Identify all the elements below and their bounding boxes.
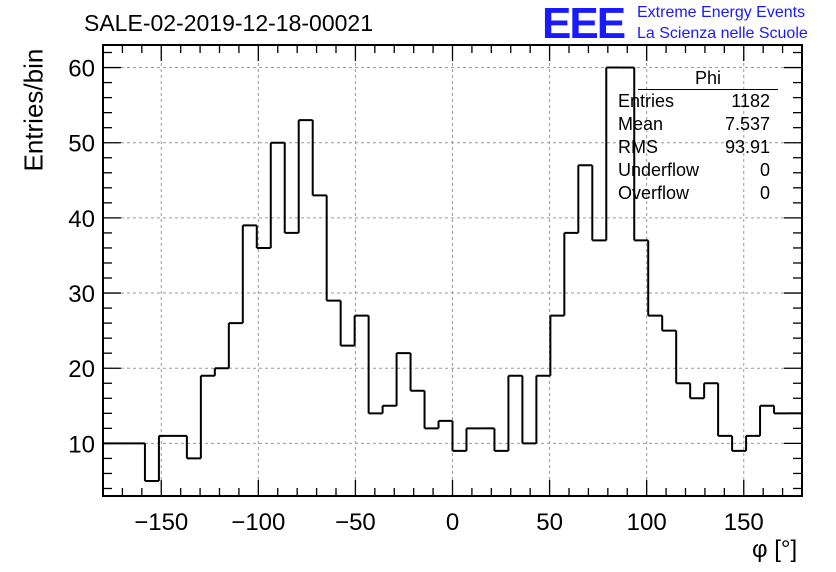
stats-label: Entries	[618, 91, 675, 111]
eee-logo: EEE	[542, 0, 626, 48]
stats-value: 0	[759, 160, 770, 180]
histogram-bin	[465, 427, 481, 451]
stats-title: Phi	[638, 68, 778, 90]
histogram-bin	[717, 383, 733, 437]
chart-title: SALE-02-2019-12-18-00021	[84, 10, 373, 36]
x-axis-label: φ [°]	[752, 536, 798, 563]
histogram-bin	[689, 383, 705, 400]
y-tick-label: 10	[68, 431, 95, 458]
histogram-bin	[633, 67, 649, 242]
histogram-bin	[591, 165, 607, 242]
histogram-bin	[437, 419, 453, 429]
tick-labels: −150 −100 −50 0 50 100 150 10 20 30 40 50 60	[68, 56, 763, 536]
histogram-bin	[773, 405, 789, 415]
histogram-bin	[675, 330, 691, 385]
histogram-bin	[423, 390, 439, 430]
histogram-bin	[227, 322, 243, 369]
stats-label: Underflow	[618, 160, 700, 180]
histogram-bin	[661, 315, 677, 332]
histogram-bin	[535, 374, 551, 444]
y-tick-label: 30	[68, 281, 95, 308]
histogram-bin	[143, 443, 159, 482]
stats-value: 7.537	[724, 114, 770, 134]
logo-line-2: La Scienza nelle Scuole	[637, 25, 808, 42]
y-tick-label: 60	[68, 56, 95, 83]
stats-row-entries: Entries 1182	[610, 90, 778, 113]
histogram-bin	[269, 141, 285, 248]
histogram-bin	[605, 66, 621, 241]
histogram-bin	[311, 120, 327, 197]
histogram-bin	[521, 375, 537, 445]
stats-row-overflow: Overflow 0	[610, 182, 778, 205]
histogram-bin	[213, 367, 229, 376]
histogram-bin	[367, 315, 383, 415]
histogram-bin	[577, 164, 593, 233]
histogram-bin	[549, 314, 565, 376]
stats-value: 0	[759, 183, 770, 203]
y-tick-label: 20	[68, 356, 95, 383]
histogram-bin	[325, 195, 341, 302]
histogram-bin	[563, 231, 579, 316]
histogram-bin	[353, 314, 369, 346]
x-tick-label: 0	[446, 509, 459, 536]
histogram-bars	[103, 66, 802, 482]
histogram-bin	[395, 352, 411, 406]
axis-ticks	[102, 45, 803, 496]
histogram-bin	[493, 428, 509, 452]
x-tick-label: 50	[536, 509, 563, 536]
histogram-bin	[199, 374, 215, 459]
x-tick-label: −50	[335, 509, 376, 536]
stats-row-underflow: Underflow 0	[610, 159, 778, 182]
histogram-bin	[731, 435, 747, 452]
histogram-bin	[297, 119, 313, 233]
x-tick-label: −150	[134, 509, 188, 536]
stats-row-mean: Mean 7.537	[610, 113, 778, 136]
histogram-bin	[507, 374, 523, 451]
histogram-bin	[381, 404, 397, 414]
logo-line-1: Extreme Energy Events	[637, 4, 806, 21]
stats-box: Phi Entries 1182 Mean 7.537 RMS 93.91 Un…	[610, 68, 778, 205]
stats-value: 93.91	[724, 137, 770, 157]
stats-label: Overflow	[618, 183, 690, 203]
histogram-bin	[157, 434, 173, 481]
stats-label: Mean	[618, 114, 664, 134]
stats-value: 1182	[731, 91, 770, 111]
histogram-bin	[745, 434, 761, 451]
histogram-bin	[339, 300, 355, 347]
y-tick-label: 50	[68, 131, 95, 158]
y-tick-label: 40	[68, 206, 95, 233]
histogram-bin	[255, 225, 271, 249]
histogram-bin	[185, 435, 201, 460]
histogram-bin	[283, 142, 299, 234]
stats-label: RMS	[618, 137, 658, 157]
stats-row-rms: RMS 93.91	[610, 136, 778, 159]
histogram-bin	[703, 382, 719, 399]
histogram-bin	[241, 224, 257, 324]
x-tick-label: 100	[627, 509, 667, 536]
x-tick-label: −100	[231, 509, 285, 536]
x-tick-label: 150	[724, 509, 764, 536]
histogram-bin	[451, 420, 467, 452]
histogram-bin	[759, 404, 775, 436]
plot-frame	[102, 44, 803, 497]
histogram-bin	[409, 353, 425, 392]
histogram-bin	[647, 240, 663, 317]
